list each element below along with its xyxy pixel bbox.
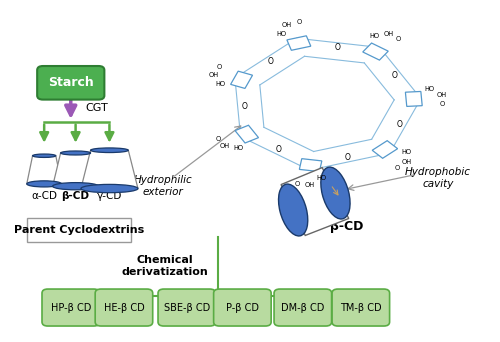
- Text: P-β CD: P-β CD: [226, 303, 259, 313]
- Text: α-CD: α-CD: [31, 192, 57, 201]
- Text: O: O: [392, 71, 398, 80]
- Text: HE-β CD: HE-β CD: [104, 303, 144, 313]
- Text: CGT: CGT: [86, 103, 108, 113]
- Text: HO: HO: [234, 145, 244, 151]
- Text: O: O: [276, 145, 281, 154]
- Text: HO: HO: [369, 34, 379, 39]
- Text: OH: OH: [209, 72, 219, 78]
- FancyBboxPatch shape: [42, 289, 100, 326]
- FancyBboxPatch shape: [214, 289, 271, 326]
- Text: Hydrophobic
cavity: Hydrophobic cavity: [405, 167, 471, 188]
- Ellipse shape: [321, 167, 350, 219]
- Text: O: O: [268, 57, 273, 66]
- FancyBboxPatch shape: [158, 289, 216, 326]
- Text: O: O: [296, 19, 302, 25]
- Text: Starch: Starch: [48, 76, 94, 89]
- Text: OH: OH: [219, 143, 230, 149]
- FancyBboxPatch shape: [28, 219, 131, 242]
- Text: Hydrophilic
exterior: Hydrophilic exterior: [133, 175, 192, 197]
- Text: HO: HO: [316, 175, 326, 181]
- Text: OH: OH: [305, 182, 315, 188]
- Text: OH: OH: [282, 22, 292, 28]
- Text: γ-CD: γ-CD: [97, 192, 122, 201]
- Polygon shape: [52, 153, 98, 186]
- Text: DM-β CD: DM-β CD: [281, 303, 324, 313]
- Text: HO: HO: [402, 149, 411, 155]
- Polygon shape: [81, 150, 138, 188]
- Text: OH: OH: [383, 31, 394, 37]
- Ellipse shape: [278, 184, 308, 236]
- Text: O: O: [334, 43, 340, 52]
- Text: O: O: [295, 181, 300, 187]
- Text: HP-β CD: HP-β CD: [50, 303, 91, 313]
- Text: β-CD: β-CD: [330, 221, 363, 234]
- Polygon shape: [300, 159, 322, 172]
- Text: OH: OH: [436, 92, 446, 98]
- FancyBboxPatch shape: [95, 289, 152, 326]
- Text: Parent Cyclodextrins: Parent Cyclodextrins: [14, 225, 144, 235]
- Text: O: O: [241, 103, 247, 111]
- Polygon shape: [363, 43, 388, 60]
- Ellipse shape: [52, 183, 98, 190]
- Text: HO: HO: [276, 31, 286, 37]
- Text: O: O: [396, 36, 402, 42]
- Text: OH: OH: [402, 159, 411, 165]
- Polygon shape: [235, 125, 258, 143]
- Text: O: O: [440, 101, 445, 107]
- Polygon shape: [287, 36, 311, 50]
- Polygon shape: [372, 141, 398, 158]
- Text: HO: HO: [424, 86, 435, 92]
- Text: O: O: [345, 153, 350, 162]
- Polygon shape: [281, 168, 348, 235]
- Ellipse shape: [27, 181, 62, 187]
- Ellipse shape: [60, 151, 90, 155]
- Polygon shape: [406, 91, 422, 106]
- Text: O: O: [396, 120, 402, 129]
- Text: TM-β CD: TM-β CD: [340, 303, 382, 313]
- Ellipse shape: [81, 184, 138, 193]
- Polygon shape: [27, 156, 62, 184]
- Text: O: O: [216, 64, 222, 70]
- FancyBboxPatch shape: [274, 289, 332, 326]
- Text: Chemical
derivatization: Chemical derivatization: [122, 255, 208, 277]
- Text: β-CD: β-CD: [62, 192, 90, 201]
- Text: O: O: [216, 135, 220, 142]
- Ellipse shape: [90, 148, 128, 153]
- Text: SBE-β CD: SBE-β CD: [164, 303, 210, 313]
- FancyBboxPatch shape: [332, 289, 390, 326]
- Text: O: O: [395, 165, 400, 171]
- Ellipse shape: [32, 154, 56, 157]
- Polygon shape: [230, 71, 252, 89]
- Text: HO: HO: [216, 81, 226, 87]
- FancyBboxPatch shape: [37, 66, 104, 100]
